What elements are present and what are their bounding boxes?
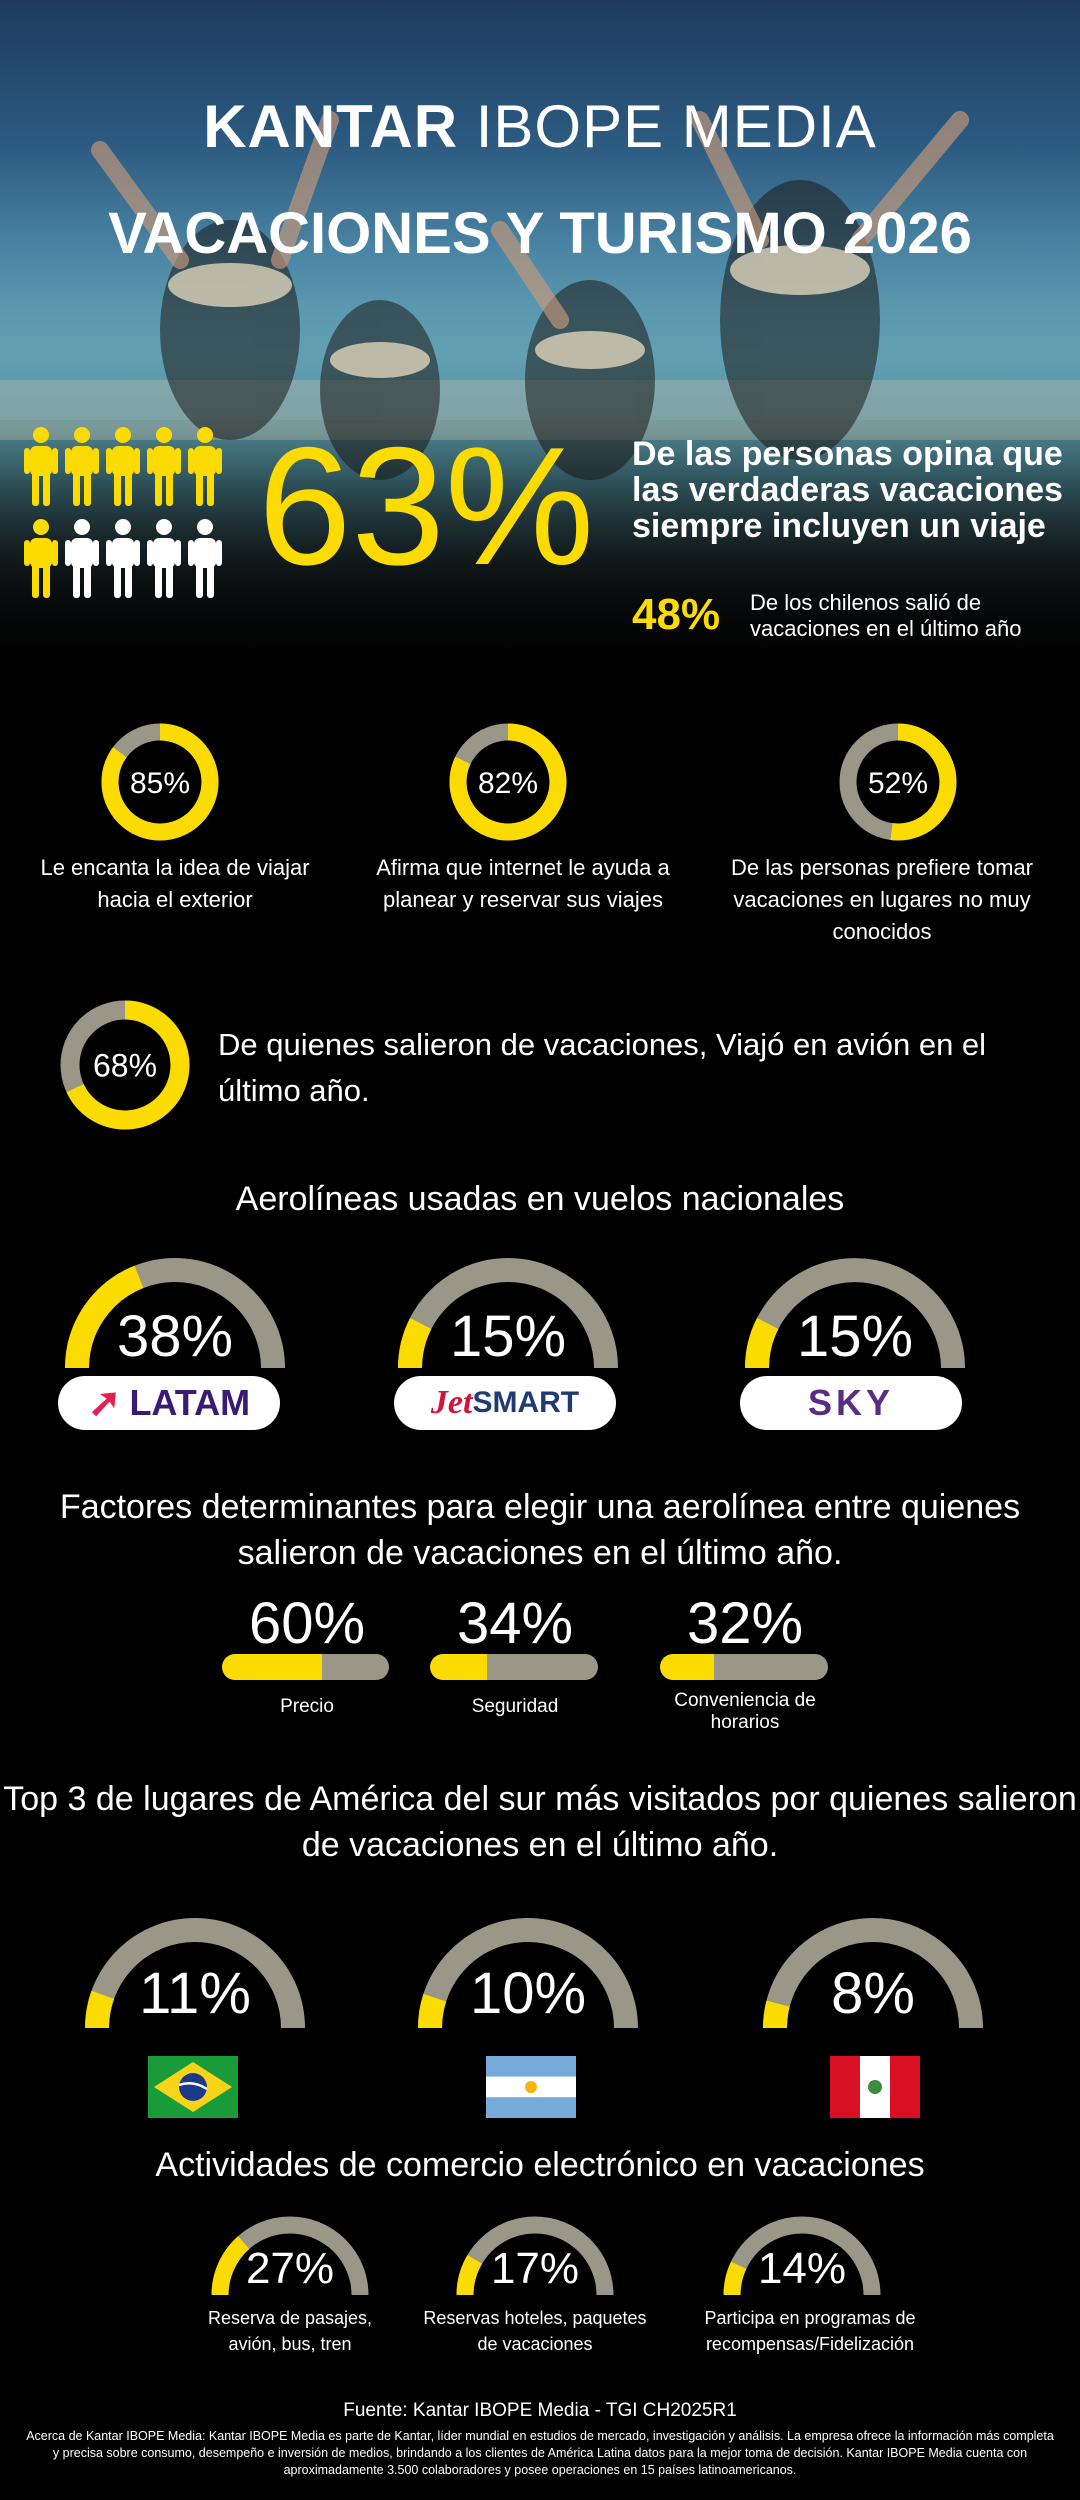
factors-title: Factores determinantes para elegir una a… xyxy=(59,1488,1021,1572)
factor-bar-fill-1 xyxy=(222,1654,323,1680)
factor-bar-1 xyxy=(222,1654,389,1680)
ecom-gauge-2 xyxy=(456,2216,614,2296)
person-icon xyxy=(188,427,222,506)
sky-logo-text: SKY xyxy=(807,1382,895,1423)
person-icon xyxy=(65,519,99,598)
ecom-gauge-3 xyxy=(723,2216,881,2296)
person-icon xyxy=(106,427,140,506)
sky-logo: SKY xyxy=(740,1376,962,1430)
airline-pct-1: 38% xyxy=(116,1304,234,1369)
latam-logo-text: LATAM xyxy=(129,1382,251,1423)
plane-donut-ring: 68% xyxy=(60,1000,190,1130)
brand-logo: KANTAR IBOPE MEDIA xyxy=(0,92,1080,161)
svg-text:52%: 52% xyxy=(868,767,928,800)
ecommerce-gauges xyxy=(211,2216,881,2296)
svg-text:82%: 82% xyxy=(478,767,538,800)
ecom-caption-2: Reservas hoteles, paquetes de vacaciones xyxy=(423,2308,647,2354)
donut-caption-2: Afirma que internet le ayuda a planear y… xyxy=(376,855,670,912)
factor-pct-1: 60% xyxy=(248,1591,366,1656)
factor-bar-fill-3 xyxy=(660,1654,714,1680)
jetsmart-logo: Jet SMART xyxy=(394,1376,616,1430)
place-pct-2: 10% xyxy=(469,1961,587,2026)
factor-bar-3 xyxy=(660,1654,828,1680)
main-percentage: 63% xyxy=(258,412,595,600)
airline-pct-3: 15% xyxy=(796,1304,914,1369)
factor-pct-2: 34% xyxy=(456,1591,574,1656)
hero-banner: KANTAR IBOPE MEDIA VACACIONES Y TURISMO … xyxy=(0,0,1080,650)
ecom-pct-1: 27% xyxy=(245,2244,335,2293)
donut-3: 52% xyxy=(839,723,957,841)
brand-bold: KANTAR xyxy=(203,93,459,160)
jetsmart-logo-jet: Jet xyxy=(430,1384,473,1421)
person-icon xyxy=(147,519,181,598)
ecom-caption-1: Reserva de pasajes, avión, bus, tren xyxy=(207,2308,373,2354)
place-gauge-3 xyxy=(763,1918,983,2029)
ecom-gauge-1 xyxy=(211,2216,369,2296)
airline-gauges xyxy=(65,1258,965,1369)
person-icon xyxy=(147,427,181,506)
svg-text:68%: 68% xyxy=(93,1048,157,1084)
main-statement: De las personas opina que las verdaderas… xyxy=(632,435,1063,545)
beach-photo xyxy=(0,111,1080,480)
donut-2: 82% xyxy=(449,723,567,841)
jetsmart-logo-smart: SMART xyxy=(472,1386,580,1419)
place-pct-3: 8% xyxy=(831,1961,915,2026)
brazil-flag xyxy=(148,2056,238,2118)
argentina-flag xyxy=(486,2056,576,2118)
airline-gauge-2 xyxy=(398,1258,618,1369)
ecommerce-title: Actividades de comercio electrónico en v… xyxy=(155,2146,925,2184)
person-icon xyxy=(24,427,58,506)
person-icon xyxy=(106,519,140,598)
place-gauge-2 xyxy=(418,1918,638,2029)
latam-logo: ➚ LATAM xyxy=(58,1376,280,1430)
factor-bar-fill-2 xyxy=(430,1654,488,1680)
sub-percentage: 48% xyxy=(632,590,721,639)
plane-statement: De quienes salieron de vacaciones, Viajó… xyxy=(218,1027,987,1108)
page-title: VACACIONES Y TURISMO 2026 xyxy=(108,201,972,266)
places-title: Top 3 de lugares de América del sur más … xyxy=(3,1780,1077,1864)
ecom-pct-3: 14% xyxy=(757,2244,847,2293)
person-icon xyxy=(188,519,222,598)
about-text: Acerca de Kantar IBOPE Media: Kantar IBO… xyxy=(26,2429,1054,2477)
ecom-pct-2: 17% xyxy=(490,2244,580,2293)
peru-flag xyxy=(830,2056,920,2118)
plane-donut: 68% xyxy=(60,1000,190,1130)
donut-caption-1: Le encanta la idea de viajar hacia el ex… xyxy=(40,855,310,912)
donut-row: 85% 82% 52% xyxy=(101,723,957,841)
airline-pct-2: 15% xyxy=(449,1304,567,1369)
factor-pct-3: 32% xyxy=(686,1591,804,1656)
person-icon xyxy=(24,519,58,598)
factor-bar-2 xyxy=(430,1654,598,1680)
factor-caption-1: Precio xyxy=(280,1696,334,1717)
brand-rest: IBOPE MEDIA xyxy=(475,93,877,160)
donut-caption-3: De las personas prefiere tomar vacacione… xyxy=(730,855,1034,944)
airline-gauge-1 xyxy=(65,1258,285,1369)
ecom-caption-3: Participa en programas de recompensas/Fi… xyxy=(704,2308,916,2354)
factor-caption-3: Conveniencia de horarios xyxy=(674,1690,816,1733)
latam-mark-icon: ➚ xyxy=(87,1381,122,1425)
place-gauge-1 xyxy=(85,1918,305,2029)
sub-statement: De los chilenos salió de vacaciones en e… xyxy=(750,590,1022,641)
factor-caption-2: Seguridad xyxy=(471,1696,559,1717)
airline-gauge-3 xyxy=(745,1258,965,1369)
place-gauges xyxy=(85,1918,983,2029)
source-line: Fuente: Kantar IBOPE Media - TGI CH2025R… xyxy=(343,2400,737,2421)
svg-text:85%: 85% xyxy=(130,767,190,800)
place-pct-1: 11% xyxy=(139,1961,251,2026)
person-icon xyxy=(65,427,99,506)
donut-1: 85% xyxy=(101,723,219,841)
airlines-title: Aerolíneas usadas en vuelos nacionales xyxy=(235,1180,845,1218)
